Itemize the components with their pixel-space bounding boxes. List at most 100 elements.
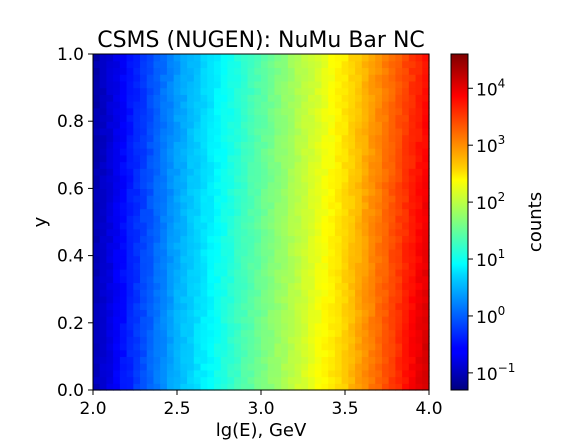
heatmap-cell: [193, 60, 202, 69]
heatmap-cell: [146, 349, 155, 357]
heatmap-cell: [146, 342, 155, 351]
heatmap-cell: [267, 141, 276, 149]
heatmap-cell: [93, 215, 101, 223]
heatmap-cell: [348, 121, 356, 129]
heatmap-cell: [193, 101, 202, 109]
heatmap-cell: [368, 195, 376, 203]
heatmap-cell: [408, 195, 417, 203]
heatmap-cell: [308, 376, 316, 384]
heatmap-cell: [375, 363, 383, 371]
heatmap-cell: [375, 255, 383, 263]
heatmap-cell: [274, 316, 282, 324]
heatmap-cell: [395, 356, 403, 364]
heatmap-cell: [395, 54, 403, 62]
heatmap-cell: [281, 60, 289, 69]
colorbar-tick-label: 100: [476, 304, 505, 328]
heatmap-cell: [146, 302, 155, 310]
heatmap-cell: [341, 242, 349, 250]
heatmap-cell: [93, 141, 101, 149]
heatmap-cell: [341, 342, 349, 351]
heatmap-cell: [160, 262, 168, 270]
heatmap-cell: [187, 282, 195, 290]
heatmap-cell: [213, 215, 222, 223]
heatmap-cell: [119, 275, 128, 284]
heatmap-cell: [341, 168, 349, 176]
heatmap-cell: [106, 269, 114, 277]
heatmap-cell: [294, 87, 302, 95]
heatmap-cell: [146, 101, 155, 109]
heatmap-cell: [173, 228, 181, 237]
heatmap-cell: [287, 269, 296, 277]
heatmap-cell: [361, 74, 370, 82]
heatmap-cell: [160, 363, 168, 371]
heatmap-cell: [227, 383, 235, 391]
heatmap-cell: [180, 181, 188, 189]
heatmap-cell: [220, 255, 228, 263]
heatmap-cell: [281, 336, 289, 344]
heatmap-cell: [314, 101, 323, 109]
heatmap-cell: [106, 369, 114, 378]
heatmap-cell: [287, 215, 296, 223]
heatmap-cell: [415, 174, 423, 183]
heatmap-cell: [368, 376, 376, 384]
heatmap-cell: [93, 269, 101, 277]
heatmap-cell: [106, 228, 114, 237]
heatmap-cell: [113, 356, 121, 364]
heatmap-cell: [173, 161, 181, 169]
heatmap-cell: [166, 107, 175, 116]
heatmap-cell: [247, 121, 255, 129]
heatmap-cell: [140, 74, 148, 82]
heatmap-cell: [348, 222, 356, 230]
heatmap-cell: [247, 349, 255, 357]
heatmap-cell: [227, 215, 235, 223]
heatmap-cell: [99, 54, 108, 62]
heatmap-cell: [408, 282, 417, 290]
heatmap-cell: [348, 242, 356, 250]
heatmap-cell: [287, 228, 296, 237]
heatmap-cell: [234, 148, 242, 156]
heatmap-cell: [422, 74, 430, 82]
heatmap-cell: [213, 342, 222, 351]
heatmap-cell: [368, 201, 376, 210]
heatmap-cell: [173, 302, 181, 310]
heatmap-cell: [180, 101, 188, 109]
heatmap-cell: [328, 316, 336, 324]
heatmap-cell: [261, 67, 269, 75]
heatmap-cell: [274, 141, 282, 149]
heatmap-cell: [247, 369, 255, 378]
heatmap-cell: [381, 101, 390, 109]
heatmap-cell: [193, 107, 202, 116]
heatmap-cell: [415, 356, 423, 364]
heatmap-cell: [381, 316, 390, 324]
heatmap-cell: [301, 309, 309, 317]
heatmap-cell: [153, 127, 161, 136]
heatmap-cell: [126, 228, 134, 237]
heatmap-cell: [375, 161, 383, 169]
heatmap-cell: [187, 336, 195, 344]
heatmap-cell: [234, 161, 242, 169]
heatmap-cell: [328, 54, 336, 62]
heatmap-cell: [207, 269, 215, 277]
colorbar-tick-label: 101: [476, 247, 505, 271]
heatmap-cell: [388, 275, 396, 284]
heatmap-cell: [355, 161, 363, 169]
heatmap-cell: [187, 67, 195, 75]
heatmap-cell: [166, 195, 175, 203]
heatmap-cell: [213, 195, 222, 203]
heatmap-cell: [240, 295, 249, 304]
heatmap-cell: [301, 80, 309, 89]
heatmap-cell: [207, 342, 215, 351]
heatmap-cell: [133, 349, 141, 357]
heatmap-cell: [355, 74, 363, 82]
heatmap-cell: [287, 60, 296, 69]
heatmap-cell: [106, 114, 114, 122]
heatmap-cell: [234, 222, 242, 230]
heatmap-cell: [140, 356, 148, 364]
heatmap-cell: [187, 383, 195, 391]
heatmap-cell: [187, 215, 195, 223]
heatmap-cell: [240, 195, 249, 203]
heatmap-cell: [368, 248, 376, 257]
heatmap-cell: [328, 215, 336, 223]
heatmap-cell: [321, 262, 329, 270]
heatmap-cell: [314, 262, 323, 270]
